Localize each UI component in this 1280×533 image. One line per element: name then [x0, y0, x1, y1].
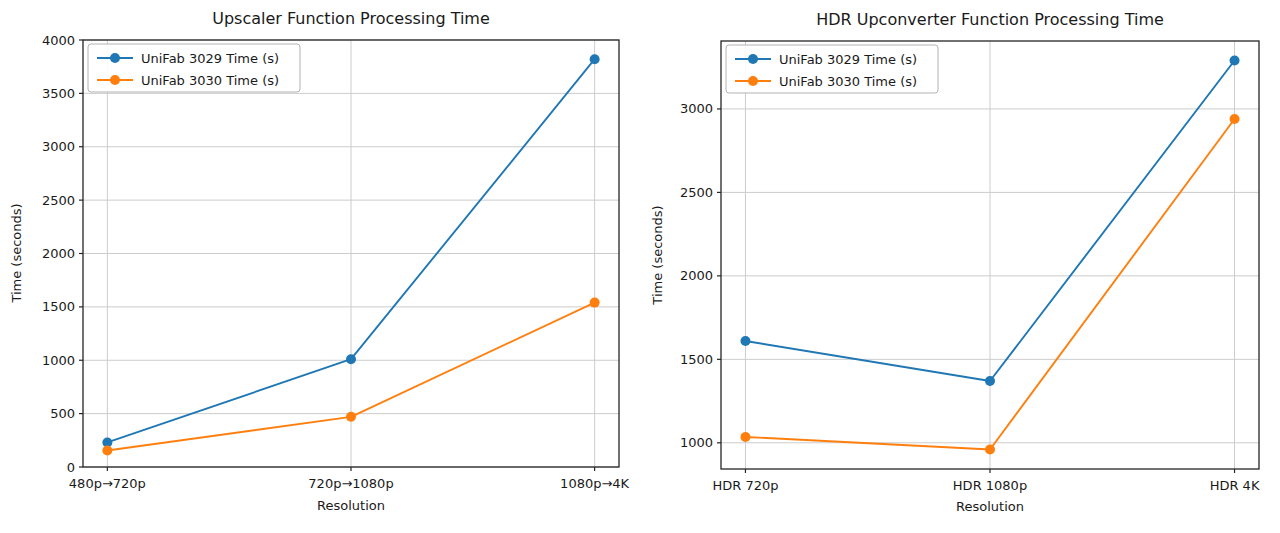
x-tick-label: 720p→1080p	[308, 476, 393, 491]
y-tick-label: 500	[50, 406, 75, 421]
y-tick-label: 1000	[680, 435, 713, 450]
chart-hdr-upconverter: 1000 1500 2000 2500 3000 HDR 720p HDR 1080p HDR…	[650, 10, 1260, 514]
data-point	[985, 444, 995, 454]
data-point	[346, 354, 356, 364]
data-point	[1230, 56, 1240, 66]
chart-upscaler-plot: 0 500 1000 1500 2000 2500 3000 3500 4000 480p→720…	[42, 33, 630, 492]
y-tick-label: 2500	[680, 185, 713, 200]
x-tick-label: HDR 720p	[712, 478, 778, 493]
x-tick-label: 1080p→4K	[560, 476, 629, 491]
y-tick-label: 1500	[42, 299, 75, 314]
y-axis-label: Time (seconds)	[650, 205, 665, 305]
y-tick-label: 1000	[42, 353, 75, 368]
y-tick-label: 2000	[680, 268, 713, 283]
data-point	[740, 336, 750, 346]
y-tick-label: 1500	[680, 352, 713, 367]
y-tick-label: 3000	[680, 101, 713, 116]
legend-label: UniFab 3029 Time (s)	[141, 51, 279, 66]
data-point	[590, 298, 600, 308]
legend-marker	[748, 76, 758, 86]
x-tick-label: HDR 4K	[1210, 478, 1260, 493]
y-tick-label: 4000	[42, 33, 75, 48]
charts-figure: 0 500 1000 1500 2000 2500 3000 3500 4000 480p→720…	[0, 0, 1280, 533]
legend-marker	[748, 54, 758, 64]
y-tick-label: 0	[67, 460, 75, 475]
chart-title: Upscaler Function Processing Time	[212, 9, 490, 28]
legend-marker	[110, 75, 120, 85]
y-axis-label: Time (seconds)	[9, 203, 24, 303]
x-tick-label: 480p→720p	[69, 476, 146, 491]
chart-hdr-upconverter-plot: 1000 1500 2000 2500 3000 HDR 720p HDR 1080p HDR…	[680, 41, 1260, 493]
x-axis-label: Resolution	[956, 499, 1024, 514]
y-tick-label: 3000	[42, 139, 75, 154]
data-point	[102, 445, 112, 455]
x-axis-label: Resolution	[317, 498, 385, 513]
y-tick-label: 2500	[42, 193, 75, 208]
y-tick-label: 2000	[42, 246, 75, 261]
data-point	[346, 412, 356, 422]
legend-label: UniFab 3030 Time (s)	[779, 74, 917, 89]
legend-label: UniFab 3029 Time (s)	[779, 52, 917, 67]
x-tick-label: HDR 1080p	[953, 478, 1027, 493]
chart-upscaler: 0 500 1000 1500 2000 2500 3000 3500 4000 480p→720…	[9, 9, 630, 513]
data-point	[590, 54, 600, 64]
chart-title: HDR Upconverter Function Processing Time	[816, 10, 1164, 29]
data-point	[1230, 114, 1240, 124]
data-point	[985, 376, 995, 386]
legend-label: UniFab 3030 Time (s)	[141, 73, 279, 88]
y-tick-label: 3500	[42, 86, 75, 101]
legend-marker	[110, 53, 120, 63]
data-point	[740, 432, 750, 442]
